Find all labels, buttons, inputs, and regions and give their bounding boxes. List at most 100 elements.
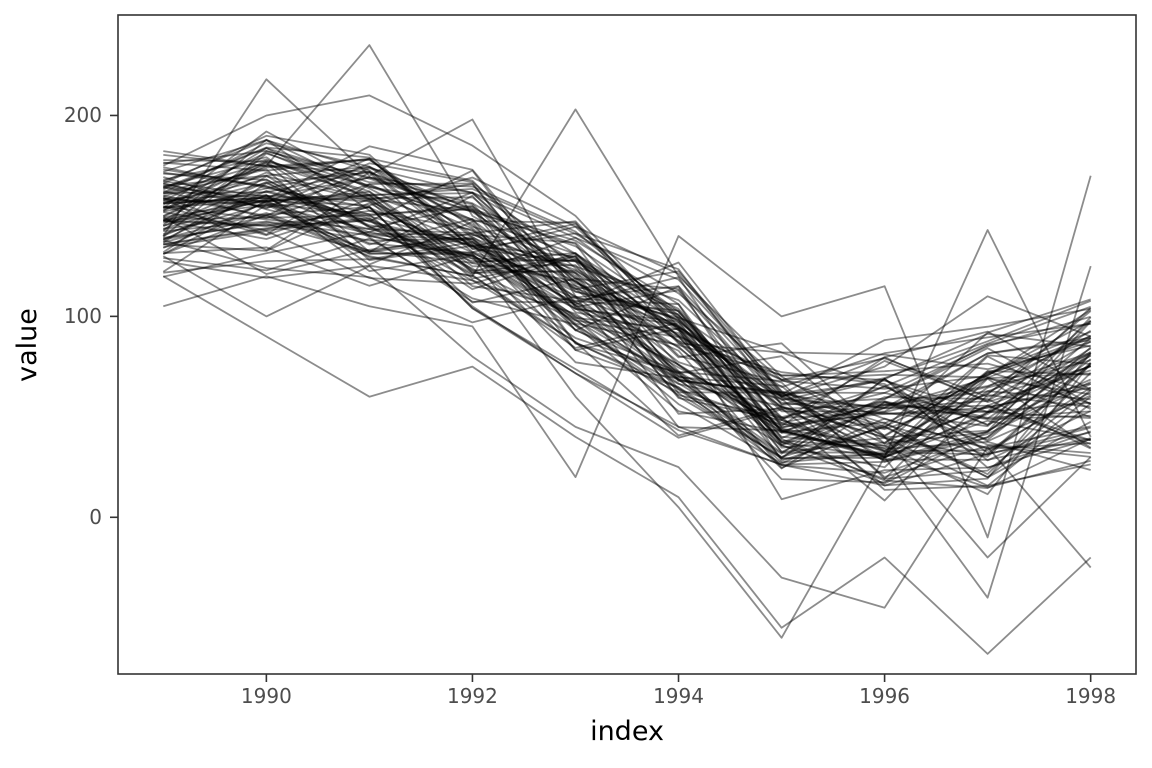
series-line [162, 44, 1092, 479]
series-line [162, 78, 1092, 458]
series-line [163, 182, 1091, 427]
series-line [163, 167, 1091, 469]
series-line [163, 168, 1092, 439]
series-line [163, 221, 1092, 463]
series-line [163, 193, 1091, 452]
panel-border [117, 14, 1137, 675]
series-line [163, 211, 1092, 480]
series-line [163, 202, 1091, 471]
x-axis-title: index [590, 716, 664, 747]
series-line [163, 168, 1092, 441]
series-line [162, 147, 1092, 402]
series-line [163, 246, 1092, 496]
x-tick-label: 1994 [653, 684, 704, 708]
series-line [163, 196, 1092, 453]
series-line [163, 194, 1092, 474]
y-tick-label: 0 [89, 505, 102, 530]
series-line [163, 260, 1091, 487]
series-line [163, 205, 1091, 459]
series-line [163, 176, 1092, 388]
series-line [163, 139, 1091, 398]
series-line [163, 202, 1091, 465]
series-line [162, 183, 1091, 456]
series-line [162, 171, 1091, 409]
series-line [163, 230, 1091, 501]
series-line [163, 206, 1091, 487]
series-line [162, 181, 1092, 449]
series-line [163, 157, 1091, 419]
series-line [163, 162, 1091, 444]
series-line [162, 175, 1091, 458]
series-line [163, 175, 1092, 539]
series-line [162, 216, 1092, 469]
series-line [163, 178, 1092, 426]
series-line [163, 170, 1092, 445]
series-line [162, 147, 1092, 422]
series-line [162, 151, 1091, 410]
series-line [162, 139, 1092, 425]
series-line [162, 134, 1091, 406]
series-line [163, 205, 1092, 466]
series-line [163, 145, 1091, 371]
series-line [163, 237, 1091, 426]
axis-ticks [110, 114, 1092, 682]
series-line [163, 195, 1092, 453]
x-tick-label: 1990 [240, 684, 292, 708]
series-line [163, 165, 1091, 389]
series-line [163, 166, 1092, 462]
series-line [163, 174, 1092, 639]
series-line [162, 182, 1092, 485]
series-line [162, 275, 1092, 655]
y-tick-label: 200 [63, 103, 102, 128]
series-line [163, 150, 1092, 398]
series-line [163, 196, 1092, 476]
series-line [163, 204, 1092, 433]
series-line [163, 222, 1092, 428]
series-line [162, 94, 1092, 398]
series-line [163, 191, 1092, 428]
series-line [162, 255, 1092, 609]
series-line [163, 186, 1091, 453]
series-line [162, 189, 1092, 460]
series-line [163, 220, 1091, 478]
series-line [163, 176, 1092, 460]
series-line [163, 108, 1092, 559]
series-line [163, 239, 1091, 461]
series-line [163, 176, 1091, 437]
series-line [162, 200, 1092, 439]
series-line [162, 142, 1092, 447]
series-line [163, 194, 1092, 453]
series-line [162, 163, 1092, 419]
series-line [163, 230, 1092, 480]
x-tick-label: 1996 [859, 684, 911, 708]
series-line [163, 171, 1091, 469]
series-line [163, 217, 1091, 489]
series-line [162, 190, 1091, 470]
series-line [163, 169, 1091, 396]
series-line [163, 176, 1092, 431]
series-line [163, 154, 1092, 429]
series-line [162, 203, 1092, 491]
x-tick-label: 1992 [446, 684, 498, 708]
series-lines [162, 44, 1092, 655]
y-axis-title: value [12, 308, 43, 382]
series-line [162, 150, 1092, 410]
series-line [163, 198, 1091, 447]
series-line [163, 158, 1092, 438]
series-line [163, 203, 1091, 392]
series-line [163, 219, 1091, 459]
series-line [162, 146, 1092, 457]
series-line [162, 159, 1091, 413]
series-line [163, 190, 1092, 450]
series-line [162, 213, 1092, 490]
series-line [162, 194, 1091, 502]
series-line [163, 162, 1092, 462]
series-line [163, 159, 1092, 443]
x-tick-label: 1998 [1065, 684, 1117, 708]
series-line [163, 156, 1091, 415]
series-line [163, 197, 1092, 458]
series-line [162, 152, 1091, 449]
series-line [163, 158, 1091, 406]
